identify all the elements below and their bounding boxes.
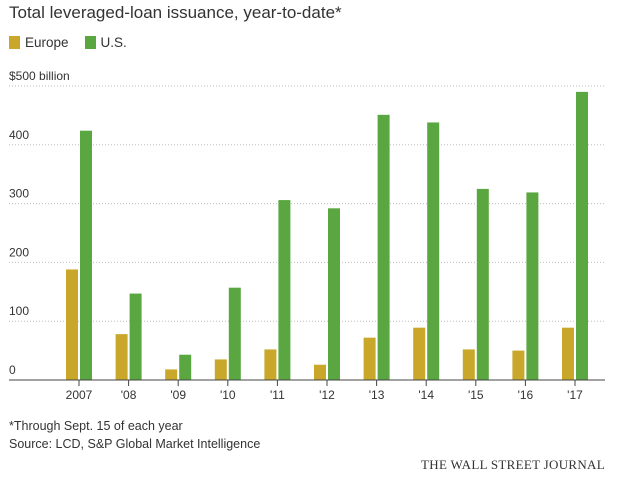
legend-label-europe: Europe: [25, 35, 69, 50]
legend-swatch-us: [84, 36, 96, 49]
y-tick-label: 0: [9, 363, 16, 377]
bar-europe-7: [413, 327, 426, 380]
bar-europe-3: [214, 359, 227, 380]
legend-item-europe: Europe: [9, 35, 69, 50]
x-tick-label: '14: [418, 388, 434, 402]
bar-us-0: [80, 130, 92, 380]
y-unit-label: $500 billion: [9, 69, 70, 83]
x-tick-label: '08: [121, 388, 137, 402]
bar-chart: 0 100 200 300 400 $500 billion 2007 '08 '09 '10 '1…: [9, 69, 605, 402]
bar-europe-10: [562, 327, 574, 380]
x-tick-label: '09: [170, 388, 186, 402]
y-tick-label: 200: [9, 245, 29, 259]
y-tick-label: 100: [9, 304, 29, 318]
x-tick-label: '11: [270, 388, 285, 402]
bar-us-6: [377, 114, 390, 380]
legend-swatch-europe: [9, 36, 20, 49]
x-tick-label: '15: [468, 388, 484, 402]
footnote: *Through Sept. 15 of each year: [9, 419, 183, 433]
chart-title: Total leveraged-loan issuance, year-to-d…: [9, 3, 342, 22]
legend-label-us: U.S.: [100, 35, 127, 50]
x-tick-label: 2007: [66, 388, 93, 402]
publisher-brand: THE WALL STREET JOURNAL: [421, 457, 605, 472]
bar-europe-5: [314, 364, 326, 380]
bar-europe-6: [363, 337, 376, 380]
bar-europe-4: [264, 349, 277, 380]
source-note: Source: LCD, S&P Global Market Intellige…: [9, 437, 261, 451]
bar-us-4: [278, 200, 291, 380]
bar-europe-0: [66, 269, 78, 380]
y-tick-label: 300: [9, 187, 29, 201]
x-tick-label: '13: [369, 388, 385, 402]
bar-us-8: [476, 188, 489, 380]
bar-us-5: [328, 208, 340, 380]
bar-us-9: [526, 192, 539, 380]
bar-us-10: [576, 91, 588, 380]
bar-europe-1: [115, 334, 128, 380]
y-tick-label: 400: [9, 128, 29, 142]
x-tick-label: '16: [518, 388, 534, 402]
bar-us-2: [179, 354, 192, 380]
bar-us-3: [228, 287, 241, 380]
bar-us-1: [129, 293, 142, 380]
x-tick-label: '12: [319, 388, 335, 402]
x-tick-label: '17: [567, 388, 583, 402]
x-tick-label: '10: [220, 388, 236, 402]
bar-europe-8: [462, 349, 475, 380]
legend-item-us: U.S.: [84, 35, 127, 50]
bar-europe-2: [165, 369, 178, 380]
bar-us-7: [427, 122, 440, 381]
bar-europe-9: [512, 350, 525, 380]
chart-legend: Europe U.S.: [9, 35, 143, 50]
